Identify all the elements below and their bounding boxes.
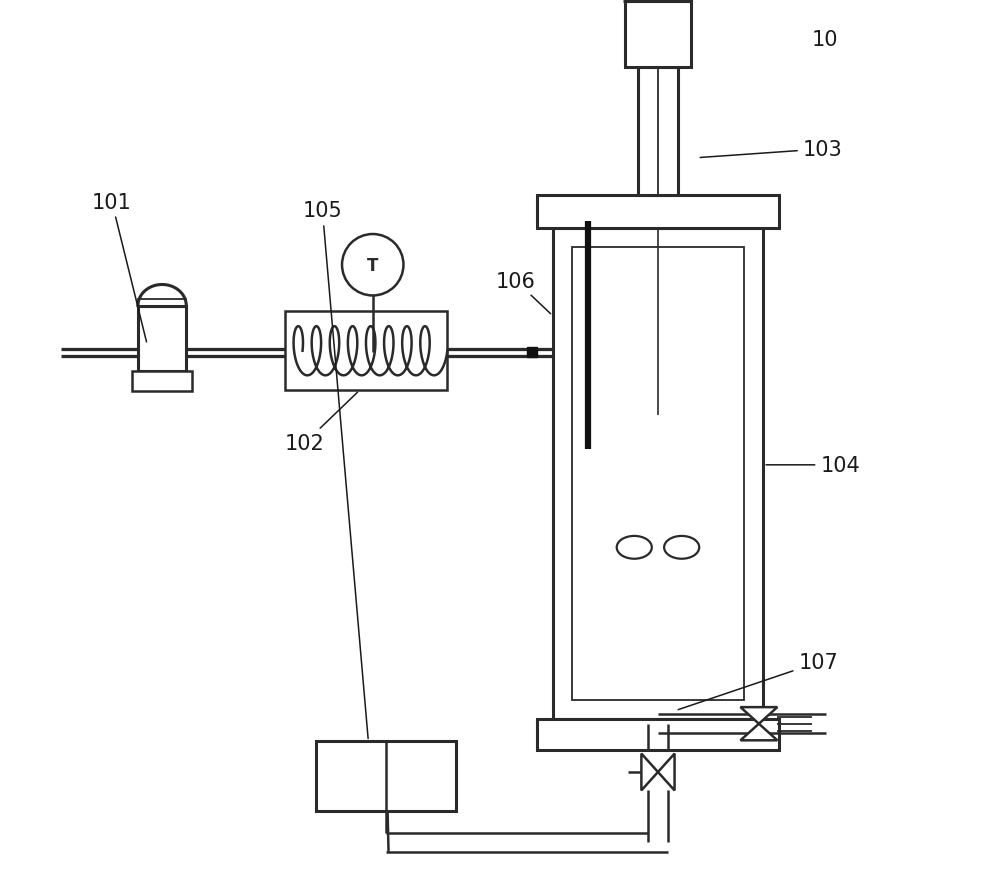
Text: 105: 105 — [303, 201, 368, 738]
Polygon shape — [740, 723, 777, 740]
Bar — [285, 312, 447, 391]
Bar — [537, 719, 779, 750]
Bar — [625, 3, 691, 68]
Bar — [537, 195, 779, 228]
Text: 102: 102 — [285, 392, 358, 453]
Polygon shape — [625, 0, 691, 3]
Bar — [138, 306, 186, 372]
Text: 10: 10 — [812, 30, 838, 50]
Polygon shape — [658, 753, 675, 790]
Bar — [553, 228, 763, 719]
Bar — [132, 372, 192, 392]
Text: 101: 101 — [92, 192, 147, 342]
Text: 104: 104 — [766, 456, 860, 475]
Ellipse shape — [617, 536, 652, 559]
Polygon shape — [740, 708, 777, 723]
Circle shape — [342, 234, 403, 296]
Text: T: T — [367, 256, 378, 275]
Polygon shape — [641, 753, 658, 790]
Polygon shape — [138, 285, 186, 306]
Bar — [572, 248, 744, 701]
Bar — [316, 741, 456, 811]
Ellipse shape — [664, 536, 699, 559]
Text: 106: 106 — [496, 271, 551, 314]
Text: 103: 103 — [700, 140, 843, 160]
Bar — [638, 68, 678, 195]
Text: 107: 107 — [678, 652, 838, 709]
